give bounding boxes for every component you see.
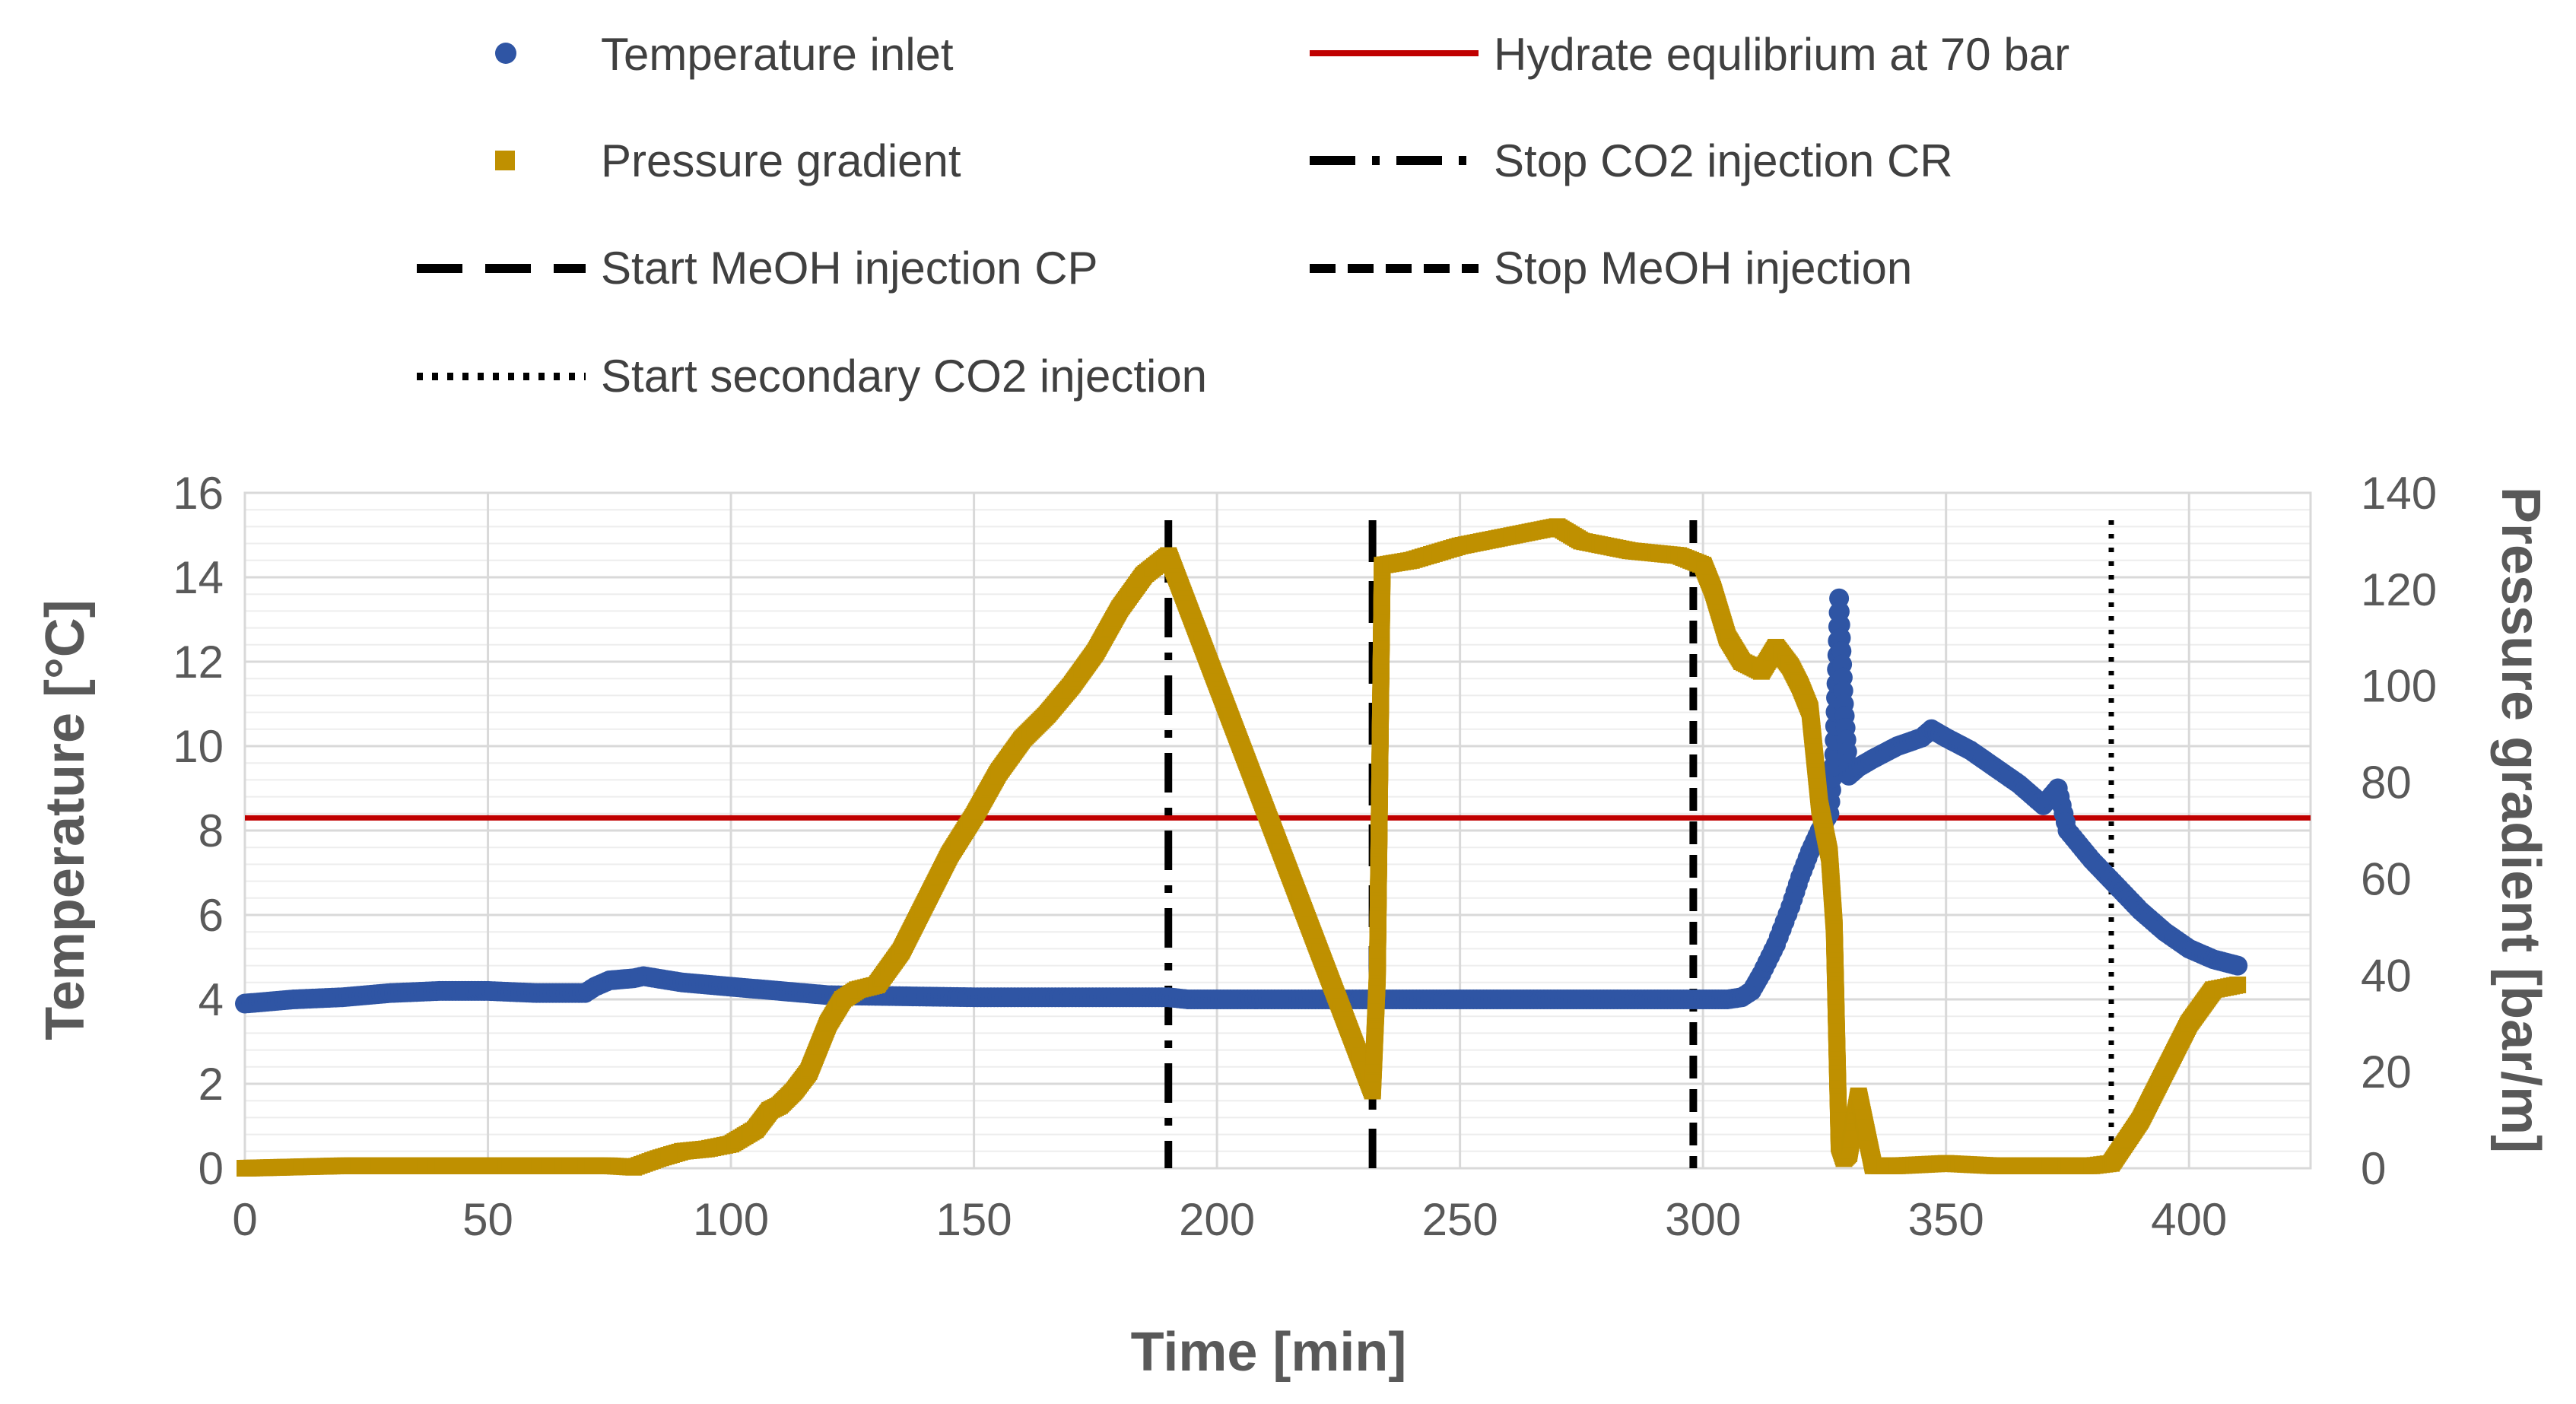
legend: Temperature inlet Pressure gradient Star… (417, 29, 2069, 402)
legend-hydrate-label: Hydrate equlibrium at 70 bar (1494, 29, 2069, 80)
y2-tick-label: 140 (2361, 468, 2437, 519)
y2-tick-label: 120 (2361, 564, 2437, 615)
y2-tick-label: 80 (2361, 758, 2412, 808)
y-tick-label: 14 (173, 552, 224, 603)
x-tick-label: 400 (2151, 1194, 2227, 1245)
legend-temperature-marker (495, 43, 516, 64)
temperature-point (2228, 955, 2248, 976)
x-tick-label: 250 (1422, 1194, 1498, 1245)
legend-stop-meoh-label: Stop MeOH injection (1494, 243, 1912, 294)
x-tick-label: 300 (1665, 1194, 1741, 1245)
plot-frame (243, 491, 2312, 1170)
y-tick-label: 0 (199, 1143, 224, 1194)
y2-axis-title: Pressure gradient [bar/m] (2490, 487, 2551, 1153)
pressure-series (237, 518, 2247, 1177)
x-tick-label: 0 (232, 1194, 257, 1245)
x-tick-label: 350 (1908, 1194, 1984, 1245)
y2-tick-label: 20 (2361, 1047, 2412, 1097)
legend-temperature-label: Temperature inlet (601, 29, 954, 80)
legend-secondary-co2-label: Start secondary CO2 injection (601, 351, 1207, 402)
y-tick-label: 8 (199, 805, 224, 856)
y2-tick-label: 60 (2361, 853, 2412, 904)
tick-labels: 0 2 4 6 8 10 12 14 16 0 50 100 150 200 250 300 350 400 0 20… (173, 468, 2437, 1245)
legend-pressure-marker (495, 151, 515, 170)
x-tick-label: 100 (693, 1194, 769, 1245)
y-tick-label: 6 (199, 890, 224, 941)
x-tick-label: 150 (936, 1194, 1012, 1245)
y2-tick-label: 40 (2361, 950, 2412, 1001)
grid (243, 491, 2311, 1170)
pressure-gradient-point (2229, 976, 2247, 993)
legend-stop-co2-label: Stop CO2 injection CR (1494, 135, 1953, 186)
y-tick-label: 10 (173, 721, 224, 772)
x-tick-label: 200 (1179, 1194, 1255, 1245)
x-axis-title: Time [min] (1131, 1322, 1407, 1383)
legend-pressure-label: Pressure gradient (601, 135, 961, 186)
y-tick-label: 16 (173, 468, 224, 519)
legend-start-meoh-label: Start MeOH injection CP (601, 243, 1098, 294)
y-tick-label: 4 (199, 974, 224, 1025)
y-tick-label: 12 (173, 637, 224, 688)
x-tick-label: 50 (462, 1194, 513, 1245)
y-tick-label: 2 (199, 1059, 224, 1110)
y2-tick-label: 100 (2361, 661, 2437, 712)
y-axis-title: Temperature [°C] (35, 599, 96, 1040)
y2-tick-label: 0 (2361, 1143, 2386, 1194)
